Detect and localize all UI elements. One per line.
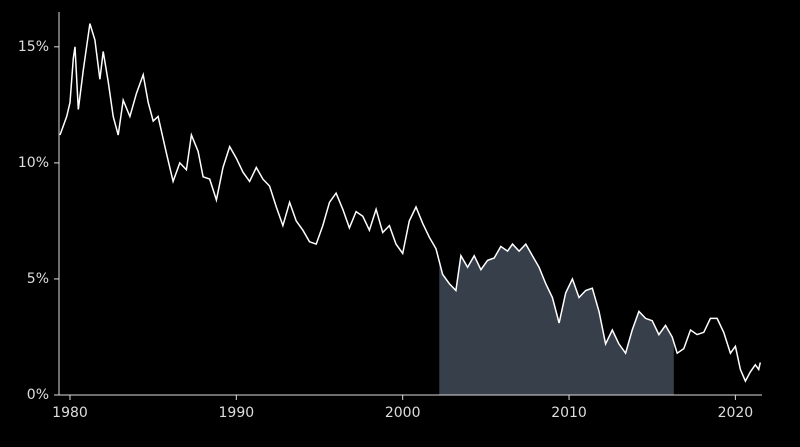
x-tick-label: 2010 (551, 405, 587, 421)
y-tick-label: 15% (18, 39, 49, 55)
x-tick-label: 2000 (385, 405, 421, 421)
x-tick-label: 2020 (718, 405, 754, 421)
y-tick-label: 0% (27, 387, 49, 403)
y-tick-label: 5% (27, 271, 49, 287)
x-tick-label: 1990 (219, 405, 255, 421)
y-tick-label: 10% (18, 155, 49, 171)
line (59, 23, 762, 383)
x-tick-label: 1980 (52, 405, 88, 421)
shaded-range (439, 244, 674, 395)
